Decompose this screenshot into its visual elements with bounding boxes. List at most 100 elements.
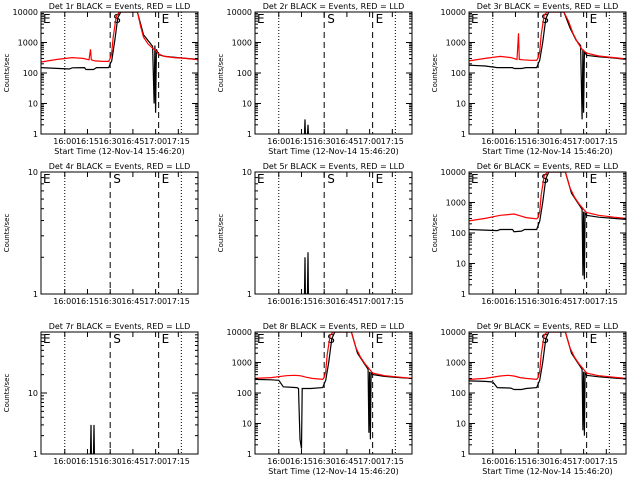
y-axis-label: Counts/sec [217, 54, 225, 93]
y-axis-label: Counts/sec [431, 54, 439, 93]
y-tick-label: 10000 [13, 8, 38, 17]
x-tick-label: 16:00 [481, 297, 504, 306]
x-tick-label: 17:00 [144, 297, 167, 306]
plot-frame [40, 171, 199, 295]
x-tick-label: 16:15 [504, 297, 527, 306]
y-tick-label: 1000 [446, 39, 466, 48]
x-tick-label: 17:00 [572, 457, 595, 466]
y-tick-label: 10000 [441, 168, 466, 177]
y-axis-label: Counts/sec [3, 214, 11, 253]
x-tick-label: 16:30 [527, 137, 550, 146]
x-tick-label: 16:15 [76, 137, 99, 146]
x-tick-label: 16:45 [549, 297, 572, 306]
panel-title: Det 9r BLACK = Events, RED = LLD [477, 322, 619, 331]
series-lld-line [469, 172, 626, 222]
x-axis-label: Start Time (12-Nov-14 15:46:20) [54, 147, 184, 156]
y-tick-label: 10 [456, 260, 466, 269]
y-tick-label: 1 [33, 290, 38, 299]
y-tick-label: 10 [28, 168, 38, 177]
x-tick-label: 16:15 [504, 457, 527, 466]
series-lld-line [469, 332, 626, 381]
y-tick-label: 100 [451, 229, 466, 238]
y-tick-label: 10 [242, 168, 252, 177]
y-tick-label: 10000 [227, 328, 252, 337]
time-marker-label: E [162, 172, 170, 186]
time-marker-label: S [541, 332, 549, 346]
x-tick-label: 16:00 [53, 457, 76, 466]
y-tick-label: 1 [247, 290, 252, 299]
time-marker-label: S [541, 12, 549, 26]
x-tick-label: 16:15 [290, 297, 313, 306]
x-tick-label: 17:00 [144, 137, 167, 146]
time-marker-label: E [162, 12, 170, 26]
time-marker-label: E [376, 172, 384, 186]
time-marker-label-left: E [471, 12, 479, 26]
time-marker-label-left: E [471, 172, 479, 186]
time-marker-label: S [327, 332, 335, 346]
x-tick-label: 17:15 [381, 297, 404, 306]
x-tick-label: 17:00 [358, 297, 381, 306]
x-tick-label: 17:15 [167, 297, 190, 306]
x-tick-label: 17:15 [595, 297, 618, 306]
x-tick-label: 16:30 [99, 137, 122, 146]
y-tick-label: 10 [242, 420, 252, 429]
panel-title: Det 3r BLACK = Events, RED = LLD [477, 2, 619, 11]
series-events-line [89, 424, 95, 454]
y-axis-label: Counts/sec [217, 214, 225, 253]
x-axis-label: Start Time (12-Nov-14 15:46:20) [268, 147, 398, 156]
x-tick-label: 16:00 [481, 137, 504, 146]
x-tick-label: 16:45 [121, 297, 144, 306]
x-tick-label: 16:45 [121, 457, 144, 466]
y-tick-label: 1 [461, 130, 466, 139]
x-tick-label: 16:45 [121, 137, 144, 146]
y-tick-label: 1000 [18, 39, 38, 48]
y-tick-label: 1 [461, 290, 466, 299]
x-tick-label: 17:15 [381, 457, 404, 466]
x-tick-label: 16:15 [76, 297, 99, 306]
series-lld-line [41, 12, 198, 63]
time-marker-label-left: E [257, 332, 265, 346]
x-tick-label: 16:15 [76, 457, 99, 466]
x-axis-label: Start Time (12-Nov-14 15:46:20) [268, 467, 398, 476]
x-tick-label: 16:30 [99, 297, 122, 306]
x-tick-label: 17:00 [572, 137, 595, 146]
x-tick-label: 16:00 [53, 297, 76, 306]
y-tick-label: 10 [28, 100, 38, 109]
x-tick-label: 17:15 [167, 457, 190, 466]
time-marker-label: E [162, 332, 170, 346]
x-tick-label: 16:00 [481, 457, 504, 466]
y-tick-label: 100 [237, 389, 252, 398]
y-tick-label: 1000 [232, 359, 252, 368]
time-marker-label: S [113, 12, 121, 26]
x-tick-label: 16:45 [549, 137, 572, 146]
y-tick-label: 10 [28, 389, 38, 398]
panel-title: Det 4r BLACK = Events, RED = LLD [49, 162, 191, 171]
x-tick-label: 17:15 [381, 137, 404, 146]
x-tick-label: 16:15 [290, 457, 313, 466]
panel-title: Det 8r BLACK = Events, RED = LLD [263, 322, 405, 331]
x-tick-label: 16:00 [267, 297, 290, 306]
series-events-line [303, 252, 309, 294]
x-tick-label: 16:30 [527, 297, 550, 306]
plot-frame [254, 171, 413, 295]
time-marker-label-left: E [471, 332, 479, 346]
x-tick-label: 16:30 [527, 457, 550, 466]
time-marker-label: S [327, 12, 335, 26]
y-axis-label: Counts/sec [3, 54, 11, 93]
series-events-line [469, 172, 626, 280]
x-axis-label: Start Time (12-Nov-14 15:46:20) [482, 147, 612, 156]
y-tick-label: 10 [456, 100, 466, 109]
x-tick-label: 16:00 [53, 137, 76, 146]
y-tick-label: 1 [461, 450, 466, 459]
y-tick-label: 1 [33, 130, 38, 139]
panel-title: Det 7r BLACK = Events, RED = LLD [49, 322, 191, 331]
x-tick-label: 16:15 [290, 137, 313, 146]
x-tick-label: 16:45 [335, 457, 358, 466]
time-marker-label: S [113, 172, 121, 186]
y-tick-label: 1000 [232, 39, 252, 48]
x-axis-label: Start Time (12-Nov-14 15:46:20) [482, 467, 612, 476]
